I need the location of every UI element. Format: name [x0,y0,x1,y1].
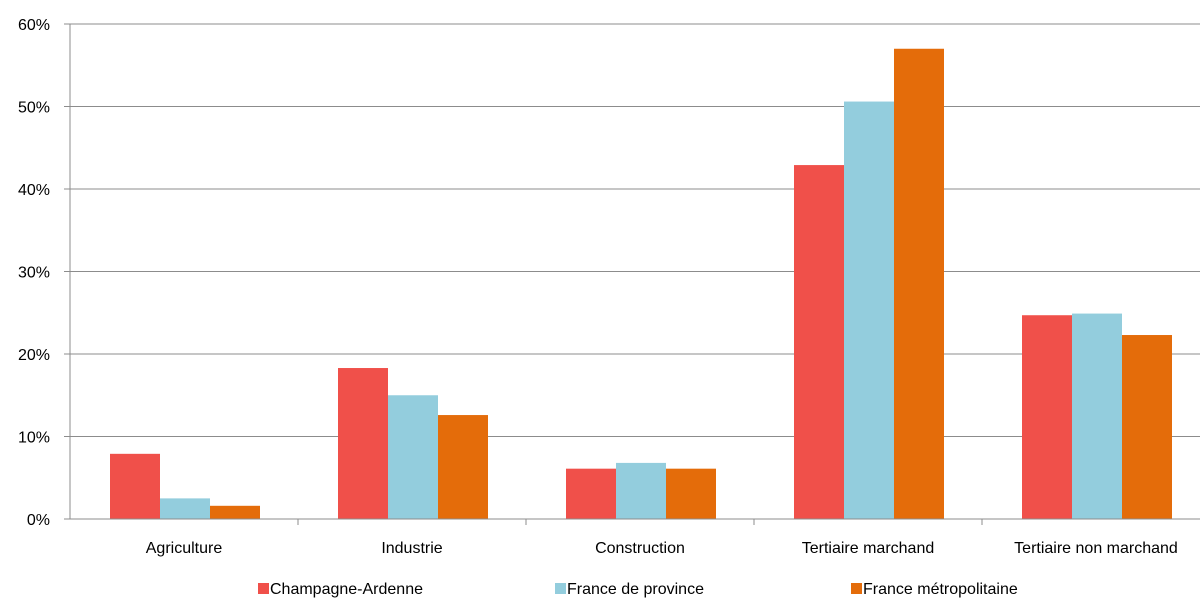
x-tick-label: Tertiaire non marchand [1014,540,1178,557]
y-tick-label: 40% [18,182,50,199]
x-axis-ticks: Agriculture Industrie Construction Tertiair… [146,540,1178,557]
gridlines [70,23,1200,437]
legend-swatch [258,583,269,594]
bar [1072,313,1122,519]
bar [794,165,844,519]
bars [110,48,1172,520]
y-axis-ticks: 0% 10% 20% 30% 40% 50% 60% [18,17,50,529]
y-tick-label: 60% [18,17,50,34]
legend-label: France métropolitaine [863,581,1018,598]
legend-swatch [851,583,862,594]
legend-label: Champagne-Ardenne [270,581,423,598]
bar [210,505,260,519]
bar [844,101,894,520]
bar [338,368,388,519]
bar [566,468,616,519]
x-tick-label: Agriculture [146,540,223,557]
bar [894,48,944,519]
legend-swatch [555,583,566,594]
y-tick-label: 0% [27,512,50,529]
bar [1122,335,1172,519]
bar [388,395,438,519]
bar [160,498,210,519]
bar [1022,315,1072,519]
x-tick-label: Tertiaire marchand [802,540,935,557]
y-tick-label: 50% [18,100,50,117]
bar [438,415,488,519]
legend-label: France de province [567,581,704,598]
bar [666,468,716,519]
y-tick-label: 10% [18,430,50,447]
bar [616,462,666,519]
x-tick-label: Construction [595,540,685,557]
y-tick-label: 20% [18,347,50,364]
x-tick-label: Industrie [381,540,442,557]
y-tick-label: 30% [18,265,50,282]
axes [64,23,1200,525]
legend: Champagne-Ardenne France de province Franc… [258,581,1018,598]
bar [110,453,160,519]
